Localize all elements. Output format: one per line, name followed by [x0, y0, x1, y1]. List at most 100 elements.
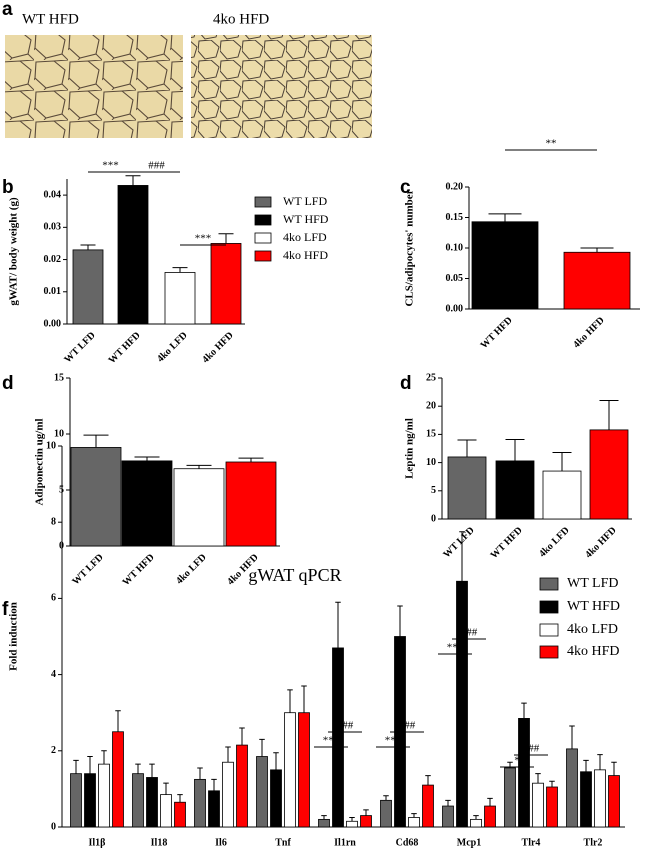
bar	[422, 784, 434, 828]
error-bar	[239, 727, 245, 746]
legend-label: WT HFD	[283, 212, 329, 226]
error-bar	[80, 244, 96, 250]
bar	[146, 777, 158, 828]
error-bar	[163, 782, 169, 795]
legend-label: 4ko LFD	[283, 230, 327, 244]
error-bar	[599, 400, 619, 430]
image-label: 4ko HFD	[213, 11, 269, 27]
bar	[563, 251, 631, 310]
bar	[160, 794, 172, 828]
x-tick-label: Mcp1	[457, 837, 481, 848]
error-bar	[238, 457, 264, 462]
error-bar	[383, 795, 389, 801]
y-tick-label: 15	[54, 372, 64, 383]
error-bar	[349, 816, 355, 822]
micrograph	[191, 35, 372, 138]
error-bar	[535, 773, 541, 784]
bar	[470, 818, 482, 828]
error-bar	[425, 775, 431, 786]
significance-label: ###	[523, 743, 540, 755]
significance-label: **	[546, 138, 557, 150]
y-tick-label: 0.10	[446, 242, 464, 253]
x-tick-label: 4ko HFD	[583, 525, 618, 560]
legend-swatch	[254, 214, 272, 226]
bar	[121, 460, 173, 547]
image-label: WT HFD	[22, 11, 79, 27]
x-tick-label: WT LFD	[441, 525, 476, 560]
bar	[194, 778, 206, 828]
y-tick-label: 25	[426, 372, 436, 383]
bar	[589, 429, 629, 520]
error-bar	[549, 780, 555, 787]
x-tick-label: Tlr2	[584, 837, 603, 848]
y-tick-label: 8	[51, 516, 56, 527]
bar	[225, 461, 277, 547]
error-bar	[569, 725, 575, 749]
x-tick-label: 4ko LFD	[174, 552, 209, 587]
y-tick-label: 2	[51, 745, 56, 756]
x-tick-label: Il1rn	[334, 837, 356, 848]
error-bar	[135, 763, 141, 774]
bar	[495, 460, 535, 520]
bar	[112, 731, 124, 828]
error-bar	[552, 451, 572, 472]
x-tick-label: WT LFD	[70, 552, 105, 587]
significance-label: ###	[148, 160, 165, 172]
x-tick-label: 4ko HFD	[571, 315, 606, 350]
y-tick-label: 0.03	[44, 222, 62, 233]
y-tick-label: 0.00	[44, 318, 62, 329]
significance-label: *	[514, 755, 520, 767]
error-bar	[521, 702, 527, 719]
panel-label: b	[2, 177, 14, 198]
bar	[173, 468, 225, 547]
bar	[174, 801, 186, 828]
bar	[70, 447, 122, 547]
bar	[542, 470, 582, 520]
y-tick-label: 4	[51, 669, 56, 680]
error-bar	[397, 605, 403, 637]
y-axis-label: CLS/adipocytes' number	[404, 189, 416, 306]
bar	[608, 775, 620, 828]
bar	[442, 805, 454, 828]
error-bar	[177, 794, 183, 803]
error-bar	[87, 756, 93, 774]
error-bar	[411, 813, 417, 818]
significance-label: ***	[385, 735, 402, 747]
significance-label: ***	[447, 642, 464, 654]
bar	[72, 249, 104, 325]
bar	[270, 769, 282, 828]
bar	[566, 748, 578, 828]
y-tick-label: 0.04	[44, 189, 62, 200]
x-tick-label: 4ko LFD	[537, 525, 572, 560]
error-bar	[301, 685, 307, 713]
x-tick-label: Tlr4	[522, 837, 541, 848]
error-bar	[583, 759, 589, 772]
x-tick-label: WT HFD	[121, 552, 157, 588]
bar	[471, 221, 539, 310]
legend-label: WT LFD	[567, 576, 618, 591]
y-tick-label: 0	[51, 821, 56, 832]
error-bar	[115, 710, 121, 732]
bar	[504, 767, 516, 828]
error-bar	[134, 456, 160, 461]
x-tick-label: Il18	[151, 837, 168, 848]
y-axis-label: gWAT/ body weight (g)	[8, 197, 20, 306]
error-bar	[611, 761, 617, 776]
legend-label: WT HFD	[567, 599, 620, 614]
bar	[580, 771, 592, 828]
error-bar	[73, 759, 79, 774]
x-tick-label: 4ko HFD	[200, 330, 235, 365]
significance-label: ###	[399, 720, 416, 732]
x-tick-label: Cd68	[396, 837, 419, 848]
legend-swatch	[539, 577, 559, 591]
bar	[408, 817, 420, 828]
bar	[298, 712, 310, 828]
bar	[380, 799, 392, 828]
error-bar	[287, 689, 293, 713]
bar	[236, 744, 248, 828]
y-tick-label: 5	[431, 485, 436, 496]
panel-label: f	[2, 599, 9, 620]
legend-swatch	[539, 623, 559, 637]
y-tick-label: 0.01	[44, 286, 62, 297]
panel-label: d	[400, 373, 412, 394]
